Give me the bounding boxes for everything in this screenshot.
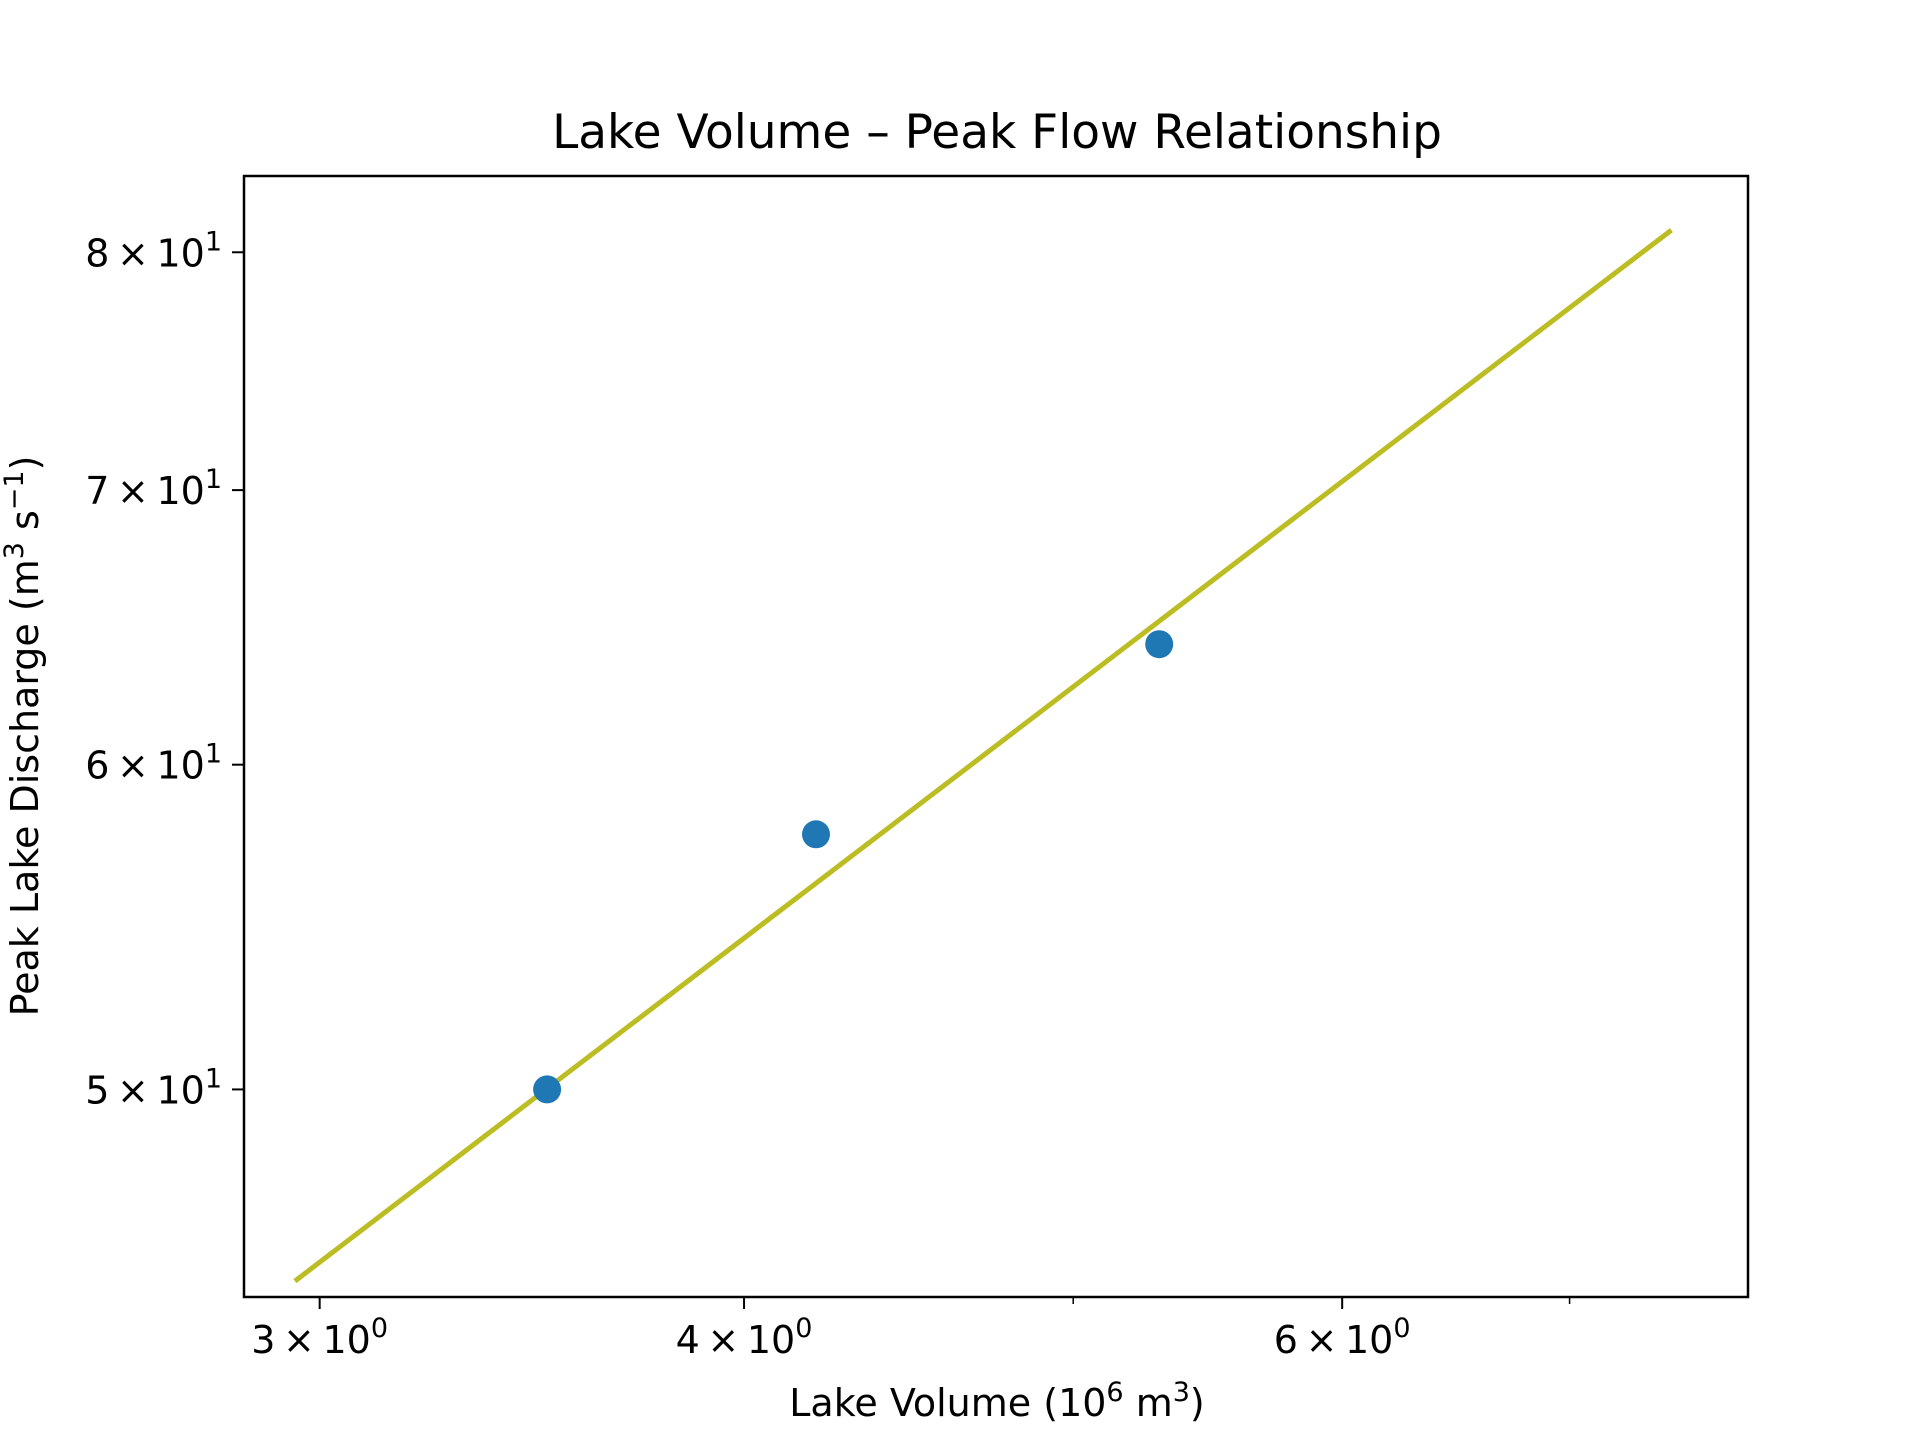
y-tick-label-4: 8 × 101 [85, 226, 222, 275]
fit-line [293, 228, 1673, 1284]
data-point-2 [802, 820, 830, 849]
x-tick-label-1: 3 × 100 [251, 1313, 388, 1362]
y-tick-label-1: 5 × 101 [85, 1063, 222, 1112]
data-point-1 [533, 1075, 562, 1104]
data-point-3 [1145, 630, 1174, 659]
x-tick-label-2: 4 × 100 [676, 1313, 813, 1362]
y-tick-label-3: 7 × 101 [85, 464, 222, 513]
chart-title: Lake Volume – Peak Flow Relationship [552, 105, 1442, 160]
x-tick-label-3: 6 × 100 [1274, 1313, 1411, 1362]
y-axis-label: Peak Lake Discharge (m3 s−1) [0, 456, 47, 1017]
plot-frame [242, 174, 1750, 1299]
plot-area [293, 228, 1673, 1284]
axis-ticks: 3 × 100 4 × 100 6 × 100 5 × 101 6 × 101 7 × 1… [85, 226, 1571, 1362]
y-tick-label-2: 6 × 101 [85, 739, 222, 788]
x-axis-label: Lake Volume (106 m3) [789, 1377, 1204, 1425]
